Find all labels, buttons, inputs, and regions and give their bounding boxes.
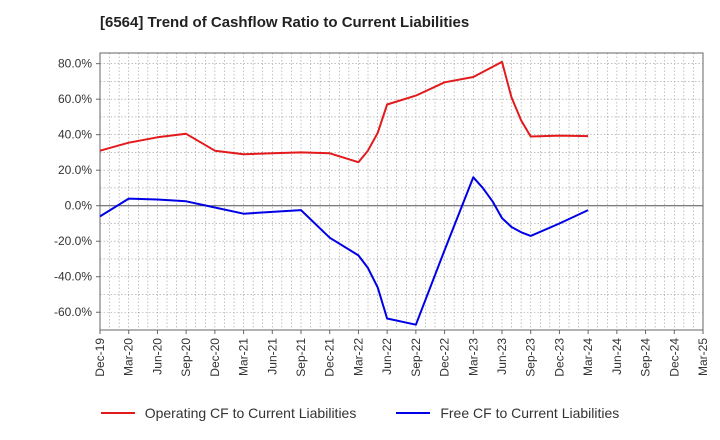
x-tick-label: Sep-22 — [409, 338, 423, 377]
x-tick-label: Sep-20 — [179, 338, 193, 377]
x-tick-label: Dec-24 — [667, 338, 681, 377]
x-tick-label: Jun-23 — [495, 338, 509, 375]
x-tick-label: Dec-21 — [323, 338, 337, 377]
x-tick-label: Dec-22 — [438, 338, 452, 377]
series-line-operating-cf — [99, 60, 589, 164]
series-lines — [99, 60, 589, 326]
legend-swatch-operating-cf — [100, 412, 135, 414]
x-tick-label: Dec-20 — [208, 338, 222, 377]
x-tick-label: Dec-23 — [552, 338, 566, 377]
x-tick-label: Mar-25 — [696, 338, 710, 376]
legend-label-operating-cf: Operating CF to Current Liabilities — [144, 405, 357, 421]
x-tick-label: Mar-22 — [351, 338, 365, 376]
legend-item-operating-cf: Operating CF to Current Liabilities — [100, 405, 357, 421]
x-tick-label: Mar-23 — [466, 338, 480, 376]
x-tick-label: Mar-20 — [122, 338, 136, 376]
x-tick-label: Dec-19 — [93, 338, 107, 377]
x-tick-label: Mar-24 — [581, 338, 595, 376]
x-tick-label: Jun-22 — [380, 338, 394, 375]
legend: Operating CF to Current Liabilities Free… — [0, 405, 720, 421]
x-tick-label: Jun-24 — [610, 338, 624, 375]
x-tick-label: Sep-24 — [639, 338, 653, 377]
legend-item-free-cf: Free CF to Current Liabilities — [396, 405, 619, 421]
y-tick-label: 20.0% — [58, 163, 92, 177]
x-tick-label: Jun-21 — [265, 338, 279, 375]
plot-frame — [99, 52, 704, 331]
y-tick-label: 60.0% — [58, 92, 92, 106]
y-tick-label: -40.0% — [54, 270, 92, 284]
y-tick-label: -60.0% — [54, 305, 92, 319]
y-axis-ticks: 80.0% 60.0% 40.0% 20.0% 0.0% -20.0% -40.0% -60.… — [54, 57, 100, 319]
chart-title: [6564] Trend of Cashflow Ratio to Curren… — [100, 14, 470, 31]
x-tick-label: Sep-21 — [294, 338, 308, 377]
x-tick-label: Sep-23 — [524, 338, 538, 377]
grid — [99, 53, 704, 330]
series-line-free-cf — [99, 176, 589, 326]
y-tick-label: -20.0% — [54, 234, 92, 248]
legend-label-free-cf: Free CF to Current Liabilities — [440, 405, 620, 421]
y-tick-label: 80.0% — [58, 57, 92, 71]
x-axis-ticks: Dec-19 Mar-20 Jun-20 Sep-20 Dec-20 Mar-21 Jun-… — [93, 330, 710, 377]
legend-swatch-free-cf — [396, 412, 431, 414]
x-tick-label: Mar-21 — [237, 338, 251, 376]
x-tick-label: Jun-20 — [150, 338, 164, 375]
y-tick-label: 40.0% — [58, 128, 92, 142]
y-tick-label: 0.0% — [65, 199, 93, 213]
